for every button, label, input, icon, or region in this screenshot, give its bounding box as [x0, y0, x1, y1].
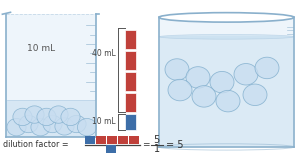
Bar — [85, 136, 95, 144]
Ellipse shape — [25, 106, 44, 123]
Ellipse shape — [186, 67, 210, 88]
Bar — [124, 51, 136, 70]
Text: 10 mL: 10 mL — [27, 44, 55, 53]
Ellipse shape — [159, 13, 294, 22]
Ellipse shape — [255, 57, 279, 79]
Ellipse shape — [67, 115, 86, 133]
Text: 5: 5 — [154, 135, 160, 145]
Bar — [124, 114, 136, 130]
Ellipse shape — [192, 86, 216, 107]
Ellipse shape — [210, 71, 234, 93]
Bar — [6, 14, 96, 137]
Ellipse shape — [43, 115, 62, 133]
Ellipse shape — [49, 106, 68, 123]
Ellipse shape — [7, 118, 26, 136]
Bar — [118, 136, 128, 144]
Text: dilution factor =: dilution factor = — [3, 140, 69, 149]
Text: 10 mL: 10 mL — [92, 117, 116, 126]
Text: 40 mL: 40 mL — [92, 49, 116, 58]
Bar — [106, 145, 116, 153]
Text: = 5: = 5 — [166, 140, 184, 150]
Ellipse shape — [77, 118, 97, 136]
Ellipse shape — [243, 84, 267, 106]
Bar — [129, 136, 139, 144]
Text: =: = — [142, 140, 150, 149]
Ellipse shape — [61, 108, 80, 126]
Bar — [159, 17, 294, 147]
Ellipse shape — [19, 115, 38, 133]
Ellipse shape — [165, 59, 189, 80]
Ellipse shape — [55, 118, 74, 135]
Bar — [7, 100, 95, 137]
Ellipse shape — [159, 34, 294, 39]
Ellipse shape — [13, 108, 32, 126]
Bar — [124, 93, 136, 112]
Ellipse shape — [31, 118, 50, 136]
Bar — [160, 36, 293, 146]
Bar — [124, 72, 136, 91]
Ellipse shape — [37, 108, 56, 126]
Bar — [96, 136, 106, 144]
Ellipse shape — [234, 64, 258, 85]
Text: 1: 1 — [154, 144, 160, 154]
Bar — [124, 30, 136, 49]
Ellipse shape — [168, 79, 192, 101]
Bar — [107, 136, 117, 144]
Ellipse shape — [216, 90, 240, 112]
